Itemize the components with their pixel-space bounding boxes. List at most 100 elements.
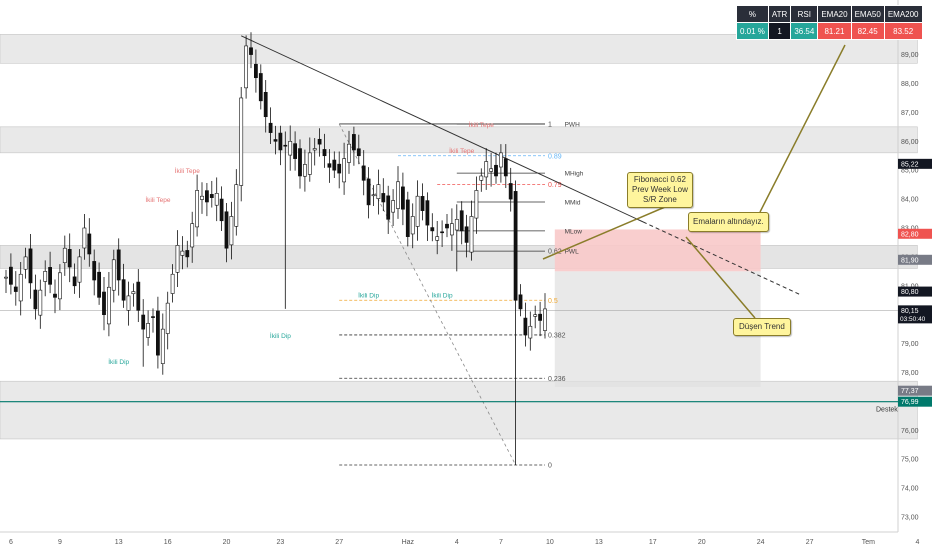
candle-body xyxy=(396,181,400,209)
x-tick-label: 27 xyxy=(335,539,343,546)
candle-body xyxy=(92,261,97,281)
candle-body xyxy=(67,249,72,268)
trendline-solid xyxy=(240,35,644,223)
x-tick-label: 9 xyxy=(58,539,62,546)
candle-body xyxy=(33,289,38,310)
candle-body xyxy=(160,328,165,364)
candle-body xyxy=(332,159,337,171)
candle-body xyxy=(317,138,322,145)
trend-callout[interactable]: Düşen Trend xyxy=(733,318,791,336)
header-atr: ATR xyxy=(767,5,792,23)
y-tick-label: 85,00 xyxy=(901,168,919,175)
x-tick-label: 27 xyxy=(806,539,814,546)
candle-body xyxy=(165,302,170,334)
candle-body xyxy=(278,132,283,151)
candle-body xyxy=(107,286,111,325)
fib-label: 0 xyxy=(548,462,552,469)
candle-body xyxy=(391,200,396,213)
x-tick-label: 16 xyxy=(164,539,172,546)
candle-body xyxy=(430,227,435,232)
fib-label: 0.79 xyxy=(548,182,562,189)
candle-body xyxy=(258,73,263,102)
value-atr: 1 xyxy=(767,22,792,40)
x-tick-label: 4 xyxy=(455,539,459,546)
candle-body xyxy=(464,226,469,243)
fib-label: 0.89 xyxy=(548,153,562,160)
x-tick-label: 13 xyxy=(595,539,603,546)
candle-body xyxy=(214,193,219,206)
level-label: PWH xyxy=(565,121,580,128)
candle-body xyxy=(263,91,268,118)
price-tag xyxy=(898,158,932,169)
price-tag xyxy=(898,228,932,239)
candle-body xyxy=(494,164,498,177)
price-tag xyxy=(898,305,932,324)
projection-red-box xyxy=(554,229,761,272)
header-ema200: EMA200 xyxy=(883,5,923,23)
candle-body xyxy=(479,175,484,181)
ema-callout[interactable]: Emaların altındayız. xyxy=(688,212,769,232)
candle-body xyxy=(244,45,249,89)
x-tick-label: 20 xyxy=(698,539,706,546)
candle-body xyxy=(234,184,239,227)
x-tick-label: 20 xyxy=(223,539,231,546)
candle-body xyxy=(249,47,253,55)
candle-body xyxy=(498,152,503,168)
candle-body xyxy=(18,273,23,302)
value-rsi: 36.54 xyxy=(790,22,819,40)
candle-body xyxy=(440,231,445,234)
fib-label: 0.62 xyxy=(548,249,562,256)
candle-body xyxy=(405,199,410,237)
x-tick-label: Tem xyxy=(862,539,875,546)
pattern-label: İkili Dip xyxy=(108,357,129,366)
candle-body xyxy=(435,236,440,241)
fibonacci-callout[interactable]: Fibonacci 0.62 Prev Week Low S/R Zone xyxy=(627,172,693,208)
candle-body xyxy=(268,122,273,133)
candle-body xyxy=(415,195,420,227)
y-tick-label: 88,00 xyxy=(901,81,919,88)
sr-zone-2 xyxy=(0,245,918,269)
candle-body xyxy=(53,293,57,298)
level-label: PWL xyxy=(565,249,579,256)
candle-body xyxy=(97,271,102,298)
candle-body xyxy=(219,198,224,222)
candle-body xyxy=(508,183,513,200)
candle-body xyxy=(254,63,258,79)
fib-callout-line2: Prev Week Low xyxy=(632,185,688,194)
level-label: MHigh xyxy=(565,171,584,178)
price-tag-label: 77,37 xyxy=(901,388,919,395)
price-tag-label: 76,99 xyxy=(901,399,919,406)
x-tick-label: 13 xyxy=(115,539,123,546)
price-tag xyxy=(898,396,932,407)
ema-callout-pointer xyxy=(759,44,846,213)
pattern-label: İkili Tepe xyxy=(175,166,201,175)
candle-body xyxy=(445,223,449,229)
candle-body xyxy=(528,325,533,339)
price-tag-label: 85,22 xyxy=(901,161,919,168)
price-tag-label: 80,15 xyxy=(901,308,919,315)
candle-body xyxy=(57,272,62,300)
candle-body xyxy=(425,200,430,226)
price-tag xyxy=(898,286,932,297)
candle-body xyxy=(327,163,332,168)
candle-body xyxy=(543,308,547,331)
candle-body xyxy=(224,211,229,249)
candle-body xyxy=(371,194,376,197)
candle-body xyxy=(293,143,298,159)
candle-body xyxy=(131,291,136,295)
candle-body xyxy=(489,168,494,172)
price-tag-label: 80,80 xyxy=(901,289,919,296)
candle-body xyxy=(484,161,489,178)
candle-body xyxy=(229,216,234,246)
fib-label: 0.5 xyxy=(548,298,558,305)
sr-zone-1 xyxy=(0,126,918,154)
x-tick-label: Haz xyxy=(402,539,415,546)
x-tick-label: 24 xyxy=(757,539,765,546)
candle-body xyxy=(523,317,528,336)
candle-body xyxy=(518,294,523,310)
candle-body xyxy=(62,247,67,263)
candle-body xyxy=(381,193,386,203)
candle-body xyxy=(23,256,28,270)
candle-body xyxy=(209,194,214,198)
